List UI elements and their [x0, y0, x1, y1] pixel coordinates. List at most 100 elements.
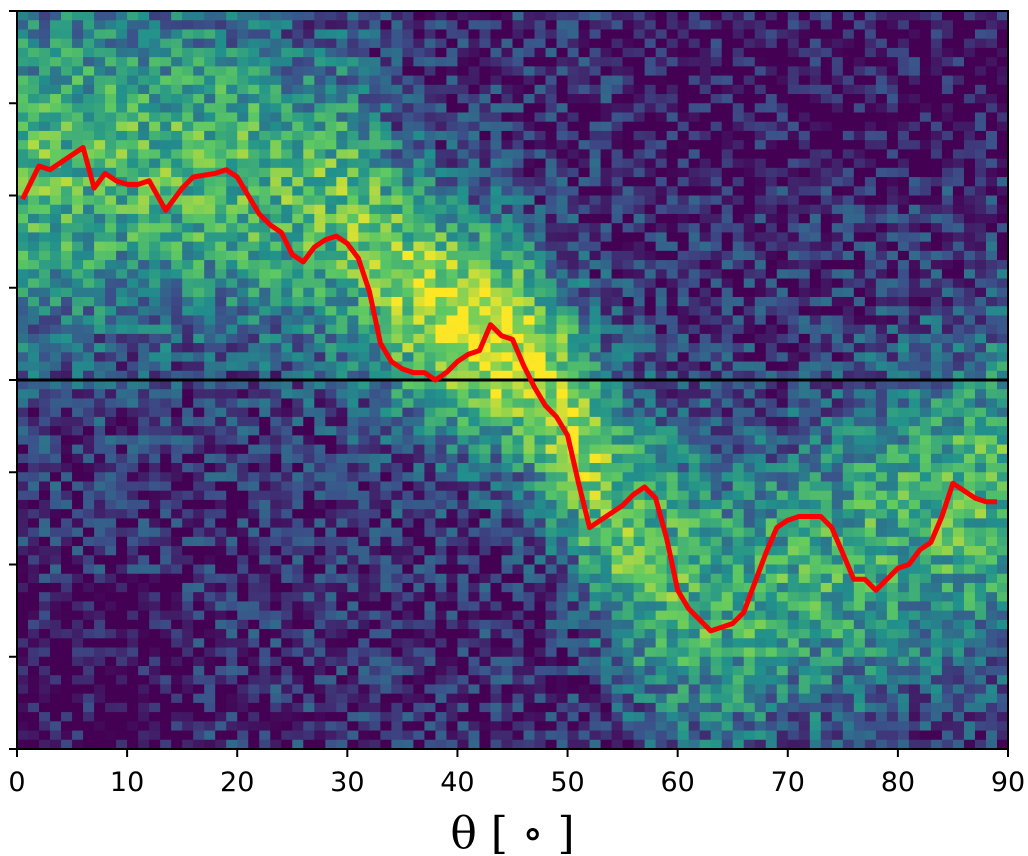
heatmap-cell	[666, 472, 679, 483]
heatmap-cell	[699, 47, 712, 58]
heatmap-cell	[369, 564, 381, 575]
heatmap-cell	[215, 472, 227, 483]
heatmap-cell	[50, 370, 62, 381]
heatmap-cell	[347, 20, 359, 31]
heatmap-cell	[204, 721, 216, 732]
heatmap-cell	[204, 564, 216, 575]
heatmap-cell	[677, 564, 690, 575]
heatmap-cell	[160, 20, 172, 31]
heatmap-cell	[688, 518, 701, 529]
heatmap-cell	[446, 278, 459, 289]
heatmap-cell	[314, 407, 326, 418]
heatmap-cell	[413, 601, 426, 612]
heatmap-cell	[655, 610, 668, 621]
heatmap-cell	[611, 638, 624, 649]
heatmap-cell	[633, 370, 646, 381]
heatmap-cell	[611, 546, 624, 556]
heatmap-cell	[622, 601, 635, 612]
heatmap-cell	[215, 278, 227, 289]
heatmap-cell	[314, 75, 326, 86]
heatmap-cell	[424, 94, 437, 104]
heatmap-cell	[523, 426, 536, 436]
heatmap-cell	[567, 416, 580, 427]
heatmap-cell	[105, 416, 117, 427]
heatmap-cell	[83, 29, 95, 40]
heatmap-cell	[281, 269, 293, 280]
heatmap-cell	[292, 315, 304, 326]
heatmap-cell	[358, 241, 370, 252]
heatmap-cell	[347, 435, 359, 446]
heatmap-cell	[314, 564, 326, 575]
heatmap-cell	[270, 47, 282, 58]
heatmap-cell	[545, 426, 558, 436]
heatmap-cell	[567, 84, 580, 95]
heatmap-cell	[523, 84, 536, 95]
heatmap-cell	[72, 287, 84, 298]
heatmap-cell	[215, 94, 227, 104]
heatmap-cell	[237, 407, 249, 418]
heatmap-cell	[226, 103, 238, 114]
heatmap-cell	[28, 84, 40, 95]
heatmap-cell	[380, 592, 392, 602]
heatmap-cell	[468, 702, 481, 713]
heatmap-cell	[644, 84, 657, 95]
heatmap-cell	[94, 75, 106, 86]
heatmap-cell	[72, 269, 84, 280]
heatmap-cell	[380, 555, 392, 566]
heatmap-cell	[94, 638, 106, 649]
heatmap-cell	[369, 693, 381, 704]
heatmap-cell	[435, 11, 448, 21]
heatmap-cell	[39, 29, 51, 40]
heatmap-cell	[303, 407, 315, 418]
heatmap-cell	[666, 94, 679, 104]
heatmap-cell	[314, 57, 326, 67]
heatmap-cell	[281, 499, 293, 510]
heatmap-cell	[589, 739, 602, 750]
heatmap-cell	[424, 739, 437, 750]
heatmap-cell	[237, 66, 249, 77]
heatmap-cell	[523, 665, 536, 676]
heatmap-cell	[270, 352, 282, 363]
heatmap-cell	[336, 361, 348, 372]
heatmap-cell	[457, 380, 470, 390]
heatmap-cell	[72, 213, 84, 224]
heatmap-cell	[589, 324, 602, 335]
heatmap-cell	[105, 509, 117, 519]
heatmap-cell	[72, 361, 84, 372]
heatmap-cell	[556, 47, 569, 58]
heatmap-cell	[567, 564, 580, 575]
heatmap-cell	[292, 721, 304, 732]
heatmap-cell	[655, 481, 668, 492]
heatmap-cell	[369, 57, 381, 67]
heatmap-cell	[358, 361, 370, 372]
heatmap-cell	[622, 610, 635, 621]
heatmap-cell	[270, 435, 282, 446]
heatmap-cell	[501, 435, 514, 446]
heatmap-cell	[336, 398, 348, 409]
heatmap-cell	[578, 343, 591, 353]
heatmap-cell	[94, 665, 106, 676]
heatmap-cell	[512, 186, 525, 197]
heatmap-cell	[215, 463, 227, 473]
heatmap-cell	[446, 47, 459, 58]
heatmap-cell	[479, 592, 492, 602]
heatmap-cell	[391, 112, 403, 123]
heatmap-cell	[226, 112, 238, 123]
heatmap-cell	[501, 11, 514, 21]
heatmap-cell	[270, 702, 282, 713]
heatmap-cell	[622, 481, 635, 492]
heatmap-cell	[523, 509, 536, 519]
heatmap-cell	[622, 675, 635, 686]
heatmap-cell	[589, 564, 602, 575]
heatmap-cell	[83, 223, 95, 233]
heatmap-cell	[138, 57, 150, 67]
heatmap-cell	[633, 11, 646, 21]
heatmap-cell	[325, 343, 337, 353]
heatmap-cell	[94, 38, 106, 49]
heatmap-cell	[116, 66, 128, 77]
heatmap-cell	[83, 380, 95, 390]
heatmap-cell	[578, 29, 591, 40]
heatmap-cell	[644, 398, 657, 409]
heatmap-cell	[457, 324, 470, 335]
heatmap-cell	[61, 84, 73, 95]
